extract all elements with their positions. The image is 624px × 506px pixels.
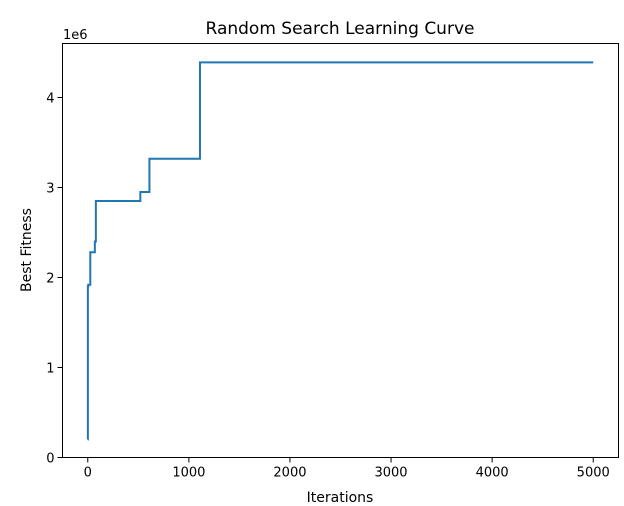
y-tick-label: 4 — [46, 92, 54, 107]
x-tick-label: 0 — [84, 466, 92, 481]
x-tick-label: 1000 — [172, 466, 205, 481]
y-tick-label: 1 — [46, 362, 54, 377]
series-layer — [86, 61, 594, 441]
chart-title: Random Search Learning Curve — [206, 19, 475, 39]
x-axis-label: Iterations — [307, 490, 374, 506]
y-tick-label: 3 — [46, 182, 54, 197]
y-tick-label: 2 — [46, 272, 54, 287]
y-axis-label: Best Fitness — [19, 208, 35, 292]
y-offset-label: 1e6 — [63, 28, 88, 43]
x-tick-label: 5000 — [577, 466, 610, 481]
x-tick-label: 3000 — [374, 466, 407, 481]
y-tick-label: 0 — [46, 452, 54, 467]
x-tick-label: 4000 — [476, 466, 509, 481]
series-line-0 — [86, 61, 594, 441]
x-axis-ticks: 0 1000 2000 3000 4000 5000 — [84, 457, 610, 481]
y-axis-ticks: 0 1 2 3 4 — [46, 92, 63, 467]
x-tick-label: 2000 — [273, 466, 306, 481]
plot-frame — [62, 43, 619, 458]
